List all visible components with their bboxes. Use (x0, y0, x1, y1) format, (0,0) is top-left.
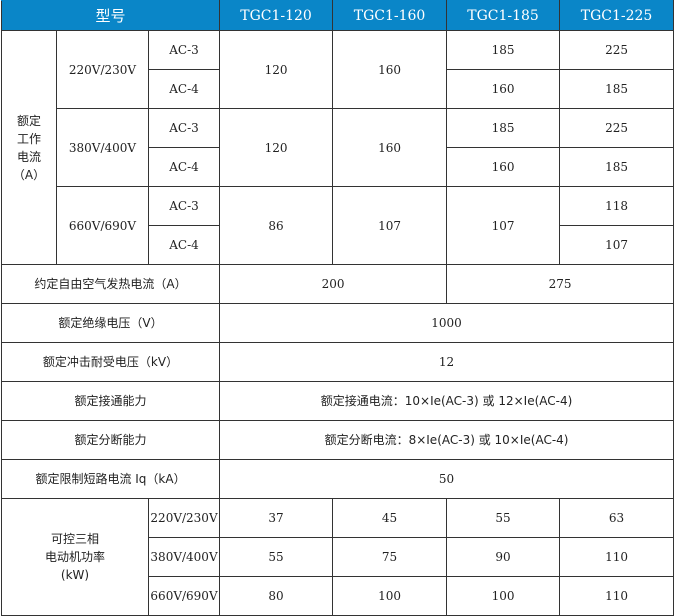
value-cell: 100 (332, 576, 448, 616)
voltage-cell: 660V/690V (147, 576, 221, 616)
value-cell: 110 (559, 576, 674, 616)
value-cell: 额定接通电流：10×Ie(AC-3) 或 12×Ie(AC-4) (219, 381, 674, 421)
rated-current-label: 额定 工作 电流 （A） (1, 30, 57, 265)
value-cell: 额定分断电流：8×Ie(AC-3) 或 10×Ie(AC-4) (219, 420, 674, 460)
row-label: 额定绝缘电压（V） (0, 303, 221, 343)
category-cell: AC-3 (147, 186, 221, 226)
value-cell: 50 (219, 459, 674, 499)
value-cell: 185 (446, 30, 561, 70)
model-header: 型号 (0, 0, 221, 31)
value-cell: 12 (219, 342, 674, 382)
value-cell: 185 (559, 147, 674, 187)
label-line: 电动机功率 (44, 550, 105, 564)
voltage-cell: 660V/690V (56, 186, 149, 265)
row-label: 额定接通能力 (0, 381, 221, 421)
value-cell: 160 (332, 30, 448, 109)
value-cell: 200 (219, 264, 448, 304)
value-cell: 107 (446, 186, 561, 265)
model-col: TGC1-120 (219, 0, 334, 31)
value-cell: 185 (559, 69, 674, 109)
category-cell: AC-3 (147, 108, 221, 148)
category-cell: AC-4 (147, 69, 221, 109)
value-cell: 120 (219, 30, 334, 109)
value-cell: 75 (332, 537, 448, 577)
table-row: AC-4 107 (2, 225, 674, 265)
model-col: TGC1-160 (332, 0, 448, 31)
label-line: 可控三相 (50, 532, 99, 546)
table-row: 额定冲击耐受电压（kV） 12 (0, 342, 674, 382)
row-label: 额定冲击耐受电压（kV） (0, 342, 221, 382)
value-cell: 120 (219, 108, 334, 187)
table-row: 额定接通能力 额定接通电流：10×Ie(AC-3) 或 12×Ie(AC-4) (0, 381, 674, 421)
value-cell: 55 (219, 537, 334, 577)
table-row: 额定 工作 电流 （A） 220V/230V AC-3 120 160 185 … (1, 30, 674, 265)
voltage-cell: 220V/230V (147, 498, 221, 538)
row-label: 约定自由空气发热电流（A） (0, 264, 221, 304)
value-cell: 225 (559, 108, 674, 148)
value-cell: 275 (446, 264, 674, 304)
header-row: 型号 TGC1-120 TGC1-160 TGC1-185 TGC1-225 (0, 0, 674, 31)
voltage-cell: 380V/400V (56, 108, 149, 187)
label-line: 工作 (16, 131, 41, 146)
table-row: 可控三相 电动机功率 (kW) 220V/230V 37 45 55 63 (1, 498, 674, 616)
model-col: TGC1-185 (446, 0, 561, 31)
value-cell: 63 (559, 498, 674, 538)
value-cell: 1000 (219, 303, 674, 343)
table-row: 约定自由空气发热电流（A） 200 275 (0, 264, 674, 304)
row-label: 额定分断能力 (0, 420, 221, 460)
category-cell: AC-4 (147, 147, 221, 187)
table-row: 380V/400V 55 75 90 110 (2, 537, 674, 577)
value-cell: 185 (446, 108, 561, 148)
value-cell: 107 (332, 186, 448, 265)
table-row: 额定限制短路电流 Iq（kA） 50 (0, 459, 674, 499)
category-cell: AC-3 (147, 30, 221, 70)
value-cell: 110 (559, 537, 674, 577)
motor-power-label: 可控三相 电动机功率 (kW) (1, 498, 149, 616)
voltage-cell: 220V/230V (56, 30, 149, 109)
label-line: （A） (12, 167, 46, 182)
label-line: (kW) (60, 568, 90, 582)
value-cell: 107 (559, 225, 674, 265)
value-cell: 45 (332, 498, 448, 538)
row-label: 额定限制短路电流 Iq（kA） (0, 459, 221, 499)
table-row: 660V/690V 80 100 100 110 (2, 576, 674, 616)
value-cell: 55 (446, 498, 561, 538)
table-row: AC-4 160 185 (2, 147, 674, 187)
label-line: 额定 (16, 113, 41, 128)
table-row: 额定分断能力 额定分断电流：8×Ie(AC-3) 或 10×Ie(AC-4) (0, 420, 674, 460)
value-cell: 160 (446, 147, 561, 187)
value-cell: 80 (219, 576, 334, 616)
value-cell: 160 (332, 108, 448, 187)
table-row: 额定绝缘电压（V） 1000 (0, 303, 674, 343)
voltage-cell: 380V/400V (147, 537, 221, 577)
value-cell: 37 (219, 498, 334, 538)
category-cell: AC-4 (147, 225, 221, 265)
table-row: AC-4 160 185 (2, 69, 674, 109)
model-col: TGC1-225 (559, 0, 674, 31)
value-cell: 225 (559, 30, 674, 70)
table-row: 380V/400V AC-3 120 160 185 225 (2, 108, 674, 187)
value-cell: 100 (446, 576, 561, 616)
value-cell: 90 (446, 537, 561, 577)
label-line: 电流 (16, 149, 41, 164)
value-cell: 160 (446, 69, 561, 109)
value-cell: 86 (219, 186, 334, 265)
value-cell: 118 (559, 186, 674, 226)
table-row: 660V/690V AC-3 86 107 107 118 (2, 186, 674, 265)
